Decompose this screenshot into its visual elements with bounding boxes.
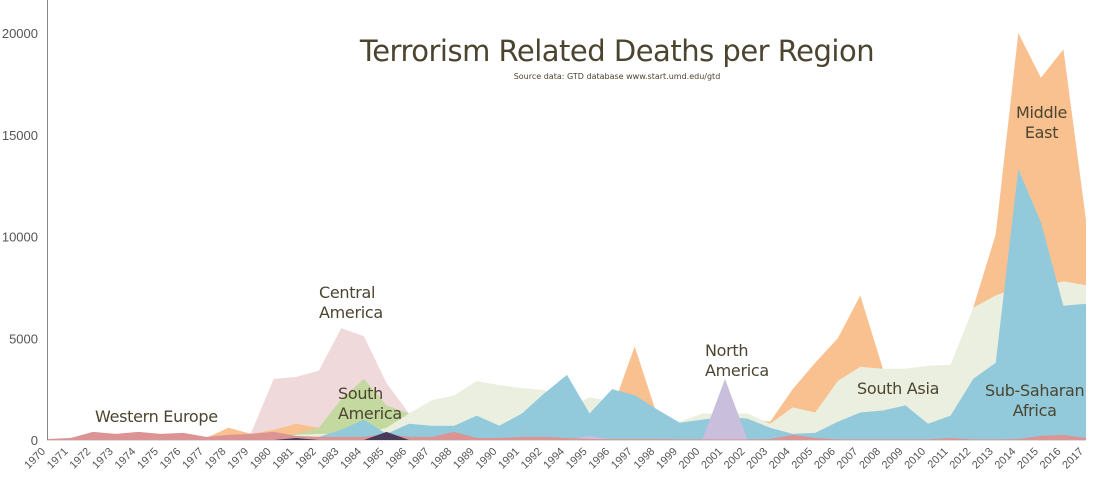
- y-tick-label: 10000: [2, 230, 38, 245]
- x-tick-label: 1976: [158, 446, 184, 472]
- x-tick-label: 1978: [203, 446, 229, 472]
- x-tick-label: 1992: [519, 446, 545, 472]
- label-western-europe: Western Europe: [95, 407, 218, 426]
- x-tick-label: 1973: [90, 446, 116, 472]
- x-tick-label: 2014: [993, 446, 1019, 472]
- x-tick-label: 1974: [113, 446, 139, 472]
- x-tick-label: 2012: [947, 446, 973, 472]
- x-tick-label: 2009: [880, 446, 906, 472]
- x-tick-label: 1980: [248, 446, 274, 472]
- label-north-america: North America: [705, 341, 769, 380]
- x-tick-label: 2016: [1038, 446, 1064, 472]
- x-tick-label: 1981: [271, 446, 297, 472]
- x-tick-label: 2000: [677, 446, 703, 472]
- x-tick-label: 1997: [609, 446, 635, 472]
- x-tick-label: 2010: [902, 446, 928, 472]
- x-tick-label: 1990: [474, 446, 500, 472]
- label-south-asia: South Asia: [857, 379, 940, 398]
- x-tick-label: 1989: [451, 446, 477, 472]
- x-tick-label: 1971: [45, 446, 71, 472]
- x-tick-label: 2017: [1060, 446, 1086, 472]
- y-tick-label: 20000: [2, 26, 38, 41]
- x-tick-label: 2008: [857, 446, 883, 472]
- x-tick-label: 1996: [586, 446, 612, 472]
- y-tick-label: 15000: [2, 128, 38, 143]
- x-tick-label: 1987: [406, 446, 432, 472]
- x-tick-label: 2002: [722, 446, 748, 472]
- area-central-america: [48, 328, 1086, 440]
- label-middle-east: Middle East: [1016, 103, 1068, 142]
- x-tick-label: 2011: [926, 446, 951, 471]
- x-tick-label: 2007: [835, 446, 861, 472]
- chart-subtitle: Source data: GTD database www.start.umd.…: [513, 72, 721, 81]
- x-tick-label: 1970: [22, 446, 48, 472]
- x-tick-label: 2004: [767, 446, 793, 472]
- x-tick-label: 2005: [790, 446, 816, 472]
- x-tick-labels: 1970197119721973197419751976197719781979…: [22, 446, 1086, 472]
- y-tick-labels: 0 5000 10000 15000 20000: [2, 26, 38, 448]
- label-sub-saharan-africa: Sub-Saharan Africa: [985, 381, 1085, 420]
- x-tick-label: 1994: [541, 446, 567, 472]
- area-western-europe: [48, 431, 1086, 440]
- x-tick-label: 1991: [496, 446, 522, 472]
- label-south-america: South America: [338, 384, 402, 423]
- x-tick-label: 1982: [293, 446, 319, 472]
- area-south-asia: [48, 281, 1086, 440]
- x-tick-label: 1977: [180, 446, 206, 472]
- x-tick-label: 2015: [1015, 446, 1041, 472]
- x-tick-label: 1998: [632, 446, 658, 472]
- x-tick-label: 1984: [338, 446, 364, 472]
- x-tick-label: 2013: [970, 446, 996, 472]
- x-tick-label: 1988: [428, 446, 454, 472]
- y-tick-label: 0: [31, 433, 38, 448]
- x-tick-label: 1972: [67, 446, 93, 472]
- x-tick-label: 1985: [361, 446, 387, 472]
- x-tick-label: 1986: [383, 446, 409, 472]
- y-tick-label: 5000: [9, 331, 38, 346]
- x-tick-label: 2001: [699, 446, 725, 472]
- x-tick-label: 1999: [654, 446, 680, 472]
- chart-title: Terrorism Related Deaths per Region: [359, 34, 875, 68]
- x-tick-label: 2006: [812, 446, 838, 472]
- area-series-group: [48, 33, 1086, 441]
- x-tick-label: 1995: [564, 446, 590, 472]
- x-tick-label: 2003: [744, 446, 770, 472]
- label-central-america: Central America: [319, 283, 383, 322]
- x-tick-label: 1983: [316, 446, 342, 472]
- x-tick-label: 1979: [225, 446, 251, 472]
- area-sub-saharan-africa: [48, 169, 1086, 441]
- x-tick-label: 1975: [135, 446, 161, 472]
